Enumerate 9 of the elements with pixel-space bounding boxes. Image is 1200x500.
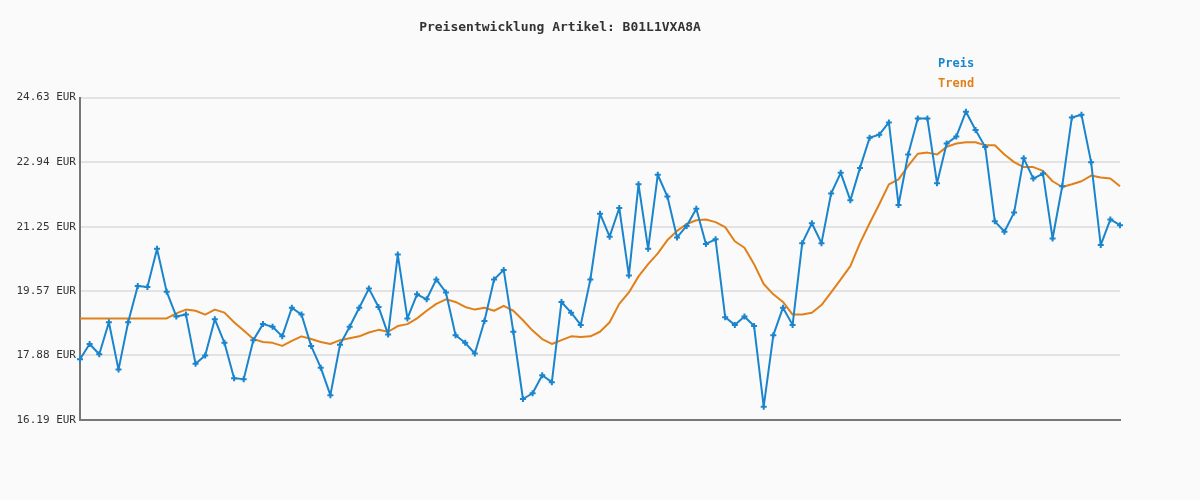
y-tick-label: 22.94 EUR bbox=[16, 155, 77, 169]
chart-title: Preisentwicklung Artikel: B01L1VXA8A bbox=[419, 19, 702, 35]
text: Preis bbox=[938, 55, 975, 70]
y-tick-label: 16.19 EUR bbox=[16, 412, 77, 426]
y-tick-label: 17.88 EUR bbox=[16, 348, 77, 362]
y-tick-label: 19.57 EUR bbox=[16, 283, 77, 297]
text: Trend bbox=[938, 75, 975, 90]
y-tick-label: 21.25 EUR bbox=[16, 219, 77, 233]
y-tick-label: 24.63 EUR bbox=[16, 90, 77, 104]
